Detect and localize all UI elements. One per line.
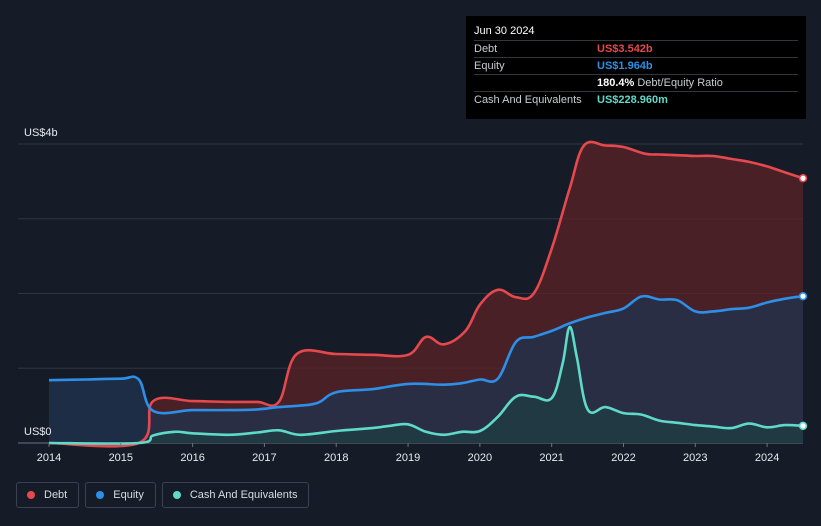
- x-tick-label-2024: 2024: [755, 452, 779, 464]
- x-tick-label-2018: 2018: [324, 452, 348, 464]
- legend-cash-label: Cash And Equivalents: [189, 489, 298, 501]
- x-tick-label-2023: 2023: [683, 452, 707, 464]
- tooltip-ratio-label: [474, 75, 597, 91]
- x-tick-label-2016: 2016: [180, 452, 204, 464]
- data-tooltip: Jun 30 2024 Debt US$3.542b Equity US$1.9…: [466, 16, 806, 119]
- legend-cash-dot-icon: [172, 491, 181, 499]
- debt-line: [48, 140, 804, 448]
- x-tick-label-2022: 2022: [611, 452, 635, 464]
- legend-item-equity[interactable]: Equity: [85, 482, 156, 508]
- tooltip-debt-value: US$3.542b: [597, 43, 653, 55]
- chart-legend: Debt Equity Cash And Equivalents: [16, 482, 310, 510]
- tooltip-row-cash: Cash And Equivalents US$228.960m: [474, 91, 798, 108]
- x-tick-label-2019: 2019: [396, 452, 420, 464]
- tooltip-row-equity: Equity US$1.964b: [474, 57, 798, 74]
- legend-equity-dot-icon: [96, 491, 105, 499]
- series-areas: [49, 141, 803, 447]
- tooltip-ratio-caption: Debt/Equity Ratio: [637, 77, 723, 89]
- series-lines: [48, 140, 804, 448]
- tooltip-equity-value: US$1.964b: [597, 60, 653, 72]
- tooltip-cash-value: US$228.960m: [597, 94, 668, 106]
- x-tick-label-2021: 2021: [539, 452, 563, 464]
- x-tick-label-2020: 2020: [468, 452, 492, 464]
- x-tick-label-2014: 2014: [37, 452, 61, 464]
- tooltip-debt-label: Debt: [474, 43, 498, 55]
- equity-area: [49, 296, 803, 443]
- tooltip-row-ratio: 180.4% Debt/Equity Ratio: [474, 74, 798, 91]
- tooltip-cash-label: Cash And Equivalents: [474, 94, 582, 106]
- equity-line: [48, 294, 804, 415]
- legend-item-cash[interactable]: Cash And Equivalents: [161, 482, 310, 508]
- cash-and-equivalents-endpoint: [798, 421, 808, 431]
- y-axis-top-label: US$4b: [24, 127, 58, 139]
- legend-debt-label: Debt: [44, 489, 68, 501]
- legend-debt-dot-icon: [27, 491, 35, 499]
- tooltip-date: Jun 30 2024: [474, 25, 535, 37]
- tooltip-ratio-value: 180.4%: [597, 77, 635, 89]
- legend-equity-label: Equity: [113, 489, 144, 501]
- series-endpoints: [798, 174, 808, 431]
- y-axis-bottom-label: US$0: [24, 426, 52, 438]
- x-axis-ticks: 2014 2015 2016 2017 2018 2019 2020 2021 2022 2023…: [37, 443, 779, 464]
- tooltip-row-debt: Debt US$3.542b: [474, 40, 798, 57]
- legend-item-debt[interactable]: Debt: [16, 482, 80, 508]
- cash-and-equivalents-line: [48, 325, 804, 445]
- equity-endpoint: [798, 291, 808, 301]
- cash-and-equivalents-area: [49, 327, 803, 444]
- x-tick-label-2017: 2017: [252, 452, 276, 464]
- tooltip-equity-label: Equity: [474, 60, 505, 72]
- debt-endpoint: [798, 174, 808, 183]
- x-tick-label-2015: 2015: [109, 452, 133, 464]
